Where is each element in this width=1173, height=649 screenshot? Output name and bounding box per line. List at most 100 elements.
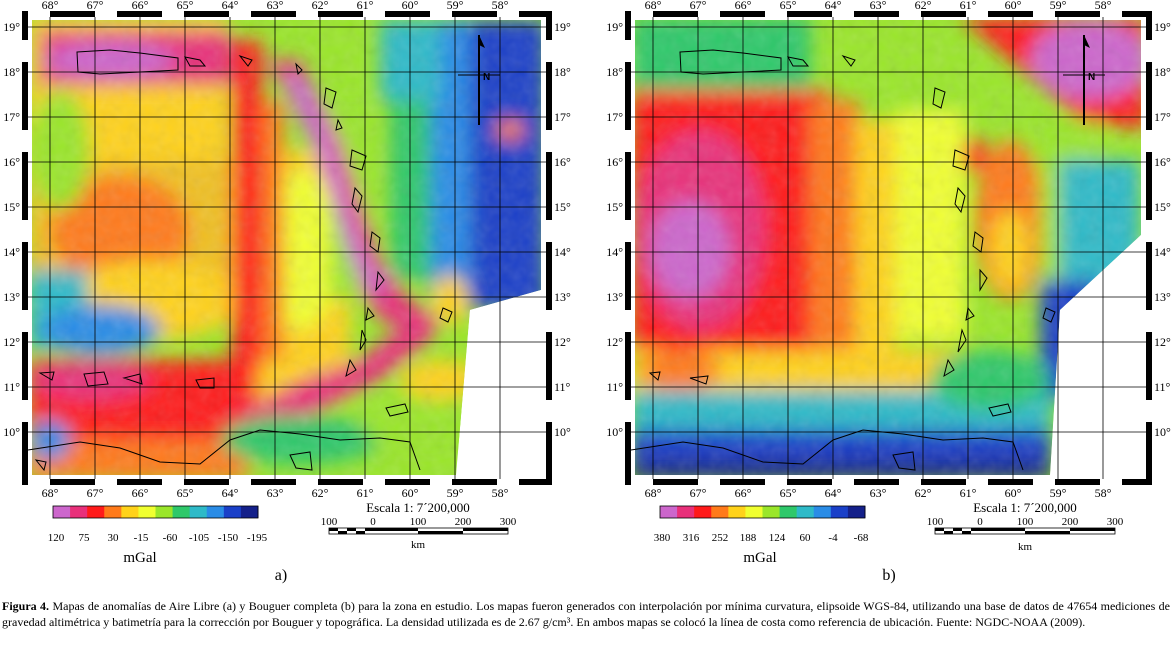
lon-label: 67°	[87, 486, 104, 500]
lat-label: 14°	[1154, 245, 1171, 259]
lat-label: 12°	[3, 335, 20, 349]
map-a-north-arrow-icon: N	[458, 35, 500, 125]
lon-label: 64°	[825, 486, 842, 500]
lat-label: 12°	[606, 335, 623, 349]
lon-label: 65°	[177, 0, 194, 12]
colorbar-tick: 124	[769, 532, 786, 544]
lat-label: 18°	[606, 65, 623, 79]
lon-label: 61°	[960, 486, 977, 500]
lon-label: 59°	[447, 0, 464, 12]
colorbar-swatch	[660, 506, 678, 518]
caption-text: Mapas de anomalías de Aire Libre (a) y B…	[2, 599, 1171, 629]
colorbar-tick: 60	[800, 532, 812, 544]
scale-tick: 300	[500, 516, 517, 528]
lat-label: 19°	[3, 20, 20, 34]
colorbar-swatch	[830, 506, 849, 518]
lat-label: 11°	[4, 380, 21, 394]
lon-label: 66°	[735, 486, 752, 500]
lon-label: 62°	[915, 486, 932, 500]
scale-tick: 200	[455, 516, 472, 528]
lat-label: 14°	[554, 245, 571, 259]
lon-label: 59°	[1050, 486, 1067, 500]
figure-caption: Figura 4. Mapas de anomalías de Aire Lib…	[2, 598, 1170, 630]
lat-label: 15°	[606, 200, 623, 214]
lon-label: 58°	[1095, 0, 1112, 12]
colorbar-swatch	[779, 506, 798, 518]
lon-label: 60°	[1005, 486, 1022, 500]
lon-label: 64°	[222, 0, 239, 12]
lat-label: 15°	[554, 200, 571, 214]
map-b-scale-bar: Escala 1: 7´200,000 100 0 100 200 300 km	[927, 500, 1124, 553]
colorbar-tick: -150	[218, 532, 239, 544]
colorbar-swatch	[104, 506, 122, 518]
lon-label: 62°	[312, 0, 329, 12]
panel-label-a: a)	[275, 567, 287, 584]
lon-label: 64°	[222, 486, 239, 500]
lat-label: 16°	[606, 155, 623, 169]
map-b-graticule	[631, 17, 1146, 479]
lon-label: 58°	[1095, 486, 1112, 500]
lon-label: 60°	[402, 0, 419, 12]
map-a-graticule	[28, 17, 546, 479]
lat-label: 10°	[1154, 425, 1171, 439]
map-b-lat-labels-right: 19° 18° 17° 16° 15° 14° 13° 12° 11° 10°	[1154, 20, 1171, 439]
lat-label: 10°	[3, 425, 20, 439]
map-a-border-ticks	[22, 11, 552, 485]
map-b-lon-labels-bottom: 68° 67° 66° 65° 64° 63° 62° 61° 60° 59° …	[645, 486, 1112, 500]
lat-label: 12°	[554, 335, 571, 349]
lon-label: 63°	[870, 486, 887, 500]
lat-label: 16°	[554, 155, 571, 169]
lat-label: 10°	[606, 425, 623, 439]
lon-label: 58°	[492, 486, 509, 500]
colorbar-tick: 120	[48, 532, 65, 544]
lat-label: 15°	[3, 200, 20, 214]
scale-tick: 300	[1107, 516, 1124, 528]
colorbar-tick: 380	[654, 532, 671, 544]
colorbar-swatch	[711, 506, 729, 518]
lat-label: 10°	[554, 425, 571, 439]
lat-label: 13°	[606, 290, 623, 304]
colorbar-swatch	[53, 506, 71, 518]
figure-label: Figura 4.	[2, 599, 50, 613]
lat-label: 18°	[3, 65, 20, 79]
scale-title: Escala 1: 7´200,000	[973, 500, 1077, 515]
map-a: N 68° 67° 66° 65° 64° 63° 62° 61° 60° 59…	[3, 0, 571, 584]
lat-label: 16°	[3, 155, 20, 169]
colorbar-swatch	[223, 506, 242, 518]
scale-tick: 0	[370, 516, 376, 528]
map-a-lat-labels-right: 19° 18° 17° 16° 15° 14° 13° 12° 11° 10°	[554, 20, 571, 439]
colorbar-swatch	[87, 506, 105, 518]
lon-label: 68°	[42, 486, 59, 500]
lat-label: 19°	[606, 20, 623, 34]
colorbar-tick: 30	[108, 532, 120, 544]
scale-unit: km	[1018, 541, 1033, 553]
colorbar-unit: mGal	[743, 550, 776, 566]
map-a-scale-bar: Escala 1: 7´200,000 100 0 100 200 300 km	[321, 500, 517, 551]
map-a-lat-labels-left: 19° 18° 17° 16° 15° 14° 13° 12° 11° 10°	[3, 20, 20, 439]
panel-label-b: b)	[882, 567, 895, 584]
map-b-lon-labels-top: 68° 67° 66° 65° 64° 63° 62° 61° 60° 59° …	[645, 0, 1112, 12]
colorbar-tick: 75	[79, 532, 91, 544]
scale-tick: 200	[1062, 516, 1079, 528]
lon-label: 66°	[132, 486, 149, 500]
colorbar-swatch	[70, 506, 88, 518]
colorbar-tick: 316	[683, 532, 700, 544]
scale-title: Escala 1: 7´200,000	[366, 500, 470, 515]
colorbar-tick: 188	[740, 532, 757, 544]
colorbar-tick: -15	[134, 532, 149, 544]
lat-label: 11°	[607, 380, 624, 394]
lat-label: 13°	[3, 290, 20, 304]
lon-label: 63°	[267, 0, 284, 12]
scale-tick: 100	[410, 516, 427, 528]
lat-label: 13°	[554, 290, 571, 304]
colorbar-unit: mGal	[123, 550, 156, 566]
lon-label: 61°	[960, 0, 977, 12]
colorbar-tick: 252	[712, 532, 729, 544]
map-b-north-arrow-icon: N	[1063, 35, 1105, 125]
lat-label: 14°	[606, 245, 623, 259]
lat-label: 14°	[3, 245, 20, 259]
colorbar-swatch	[189, 506, 208, 518]
lon-label: 66°	[735, 0, 752, 12]
colorbar-swatch	[206, 506, 225, 518]
